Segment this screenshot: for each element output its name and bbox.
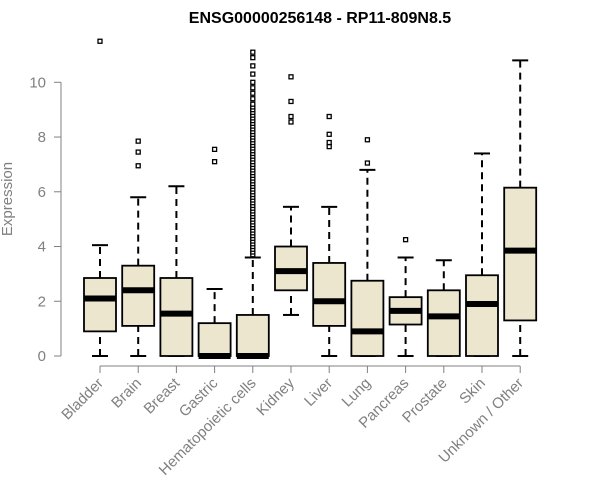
outlier-point: [211, 159, 218, 165]
iqr-box: [350, 279, 385, 357]
axes-group: 0 2 4 6 8 10: [29, 74, 521, 373]
outlier-point: [364, 160, 371, 166]
outlier-point: [97, 38, 103, 44]
iqr-box: [312, 262, 347, 327]
outlier-point: [135, 138, 141, 144]
outlier-point: [288, 113, 294, 120]
outlier-point: [250, 79, 256, 85]
x-tick-label: Bladder: [58, 375, 107, 424]
iqr-box: [83, 277, 117, 333]
iqr-box: [503, 186, 538, 322]
outlier-point: [250, 85, 256, 91]
box-prostate: [426, 259, 461, 357]
outlier-point: [250, 55, 256, 61]
outlier-point: [288, 74, 294, 80]
outlier-point: [364, 137, 371, 143]
outlier-point: [135, 163, 141, 169]
outlier-point: [326, 143, 332, 150]
outlier-point: [288, 98, 294, 105]
x-tick-label: Liver: [301, 375, 336, 410]
y-tick-label: 10: [29, 74, 46, 91]
box-kidney: [274, 74, 308, 316]
outlier-point: [250, 63, 256, 69]
y-tick-label: 2: [38, 293, 46, 310]
box-gastric: [197, 146, 232, 359]
y-axis-label: Expression: [0, 162, 16, 236]
box-unknown-other: [503, 59, 538, 357]
outlier-point: [250, 101, 256, 107]
x-tick-label: Kidney: [253, 374, 298, 419]
iqr-box: [235, 314, 270, 357]
iqr-box: [465, 274, 499, 357]
outlier-point: [288, 119, 294, 125]
box-brain: [121, 138, 156, 357]
box-liver: [312, 113, 347, 357]
box-breast: [159, 185, 194, 357]
box-lung: [350, 137, 385, 357]
outlier-point: [211, 146, 218, 153]
box-skin: [465, 152, 499, 357]
iqr-box: [197, 322, 232, 357]
outlier-point: [326, 131, 332, 137]
boxes-group: [83, 38, 538, 359]
box-pancreas: [388, 237, 423, 357]
outlier-point: [250, 49, 256, 55]
iqr-box: [121, 264, 156, 327]
y-tick-label: 4: [38, 239, 46, 256]
y-tick-label: 0: [38, 348, 46, 365]
y-tick-label: 6: [38, 184, 46, 201]
outlier-point: [135, 149, 141, 155]
box-hematopoietic-cells: [235, 49, 270, 359]
iqr-box: [426, 289, 461, 357]
outlier-point: [250, 71, 256, 77]
outlier-point: [402, 237, 409, 243]
box-bladder: [83, 38, 117, 357]
iqr-box: [159, 277, 194, 357]
outlier-point: [250, 96, 256, 102]
outlier-point: [326, 139, 332, 146]
x-tick-label: Skin: [456, 375, 489, 408]
outlier-point: [326, 113, 332, 120]
y-tick-label: 8: [38, 129, 46, 146]
chart-title: ENSG00000256148 - RP11-809N8.5: [189, 10, 452, 27]
x-tick-label: Brain: [108, 375, 145, 412]
outlier-point: [250, 90, 256, 96]
